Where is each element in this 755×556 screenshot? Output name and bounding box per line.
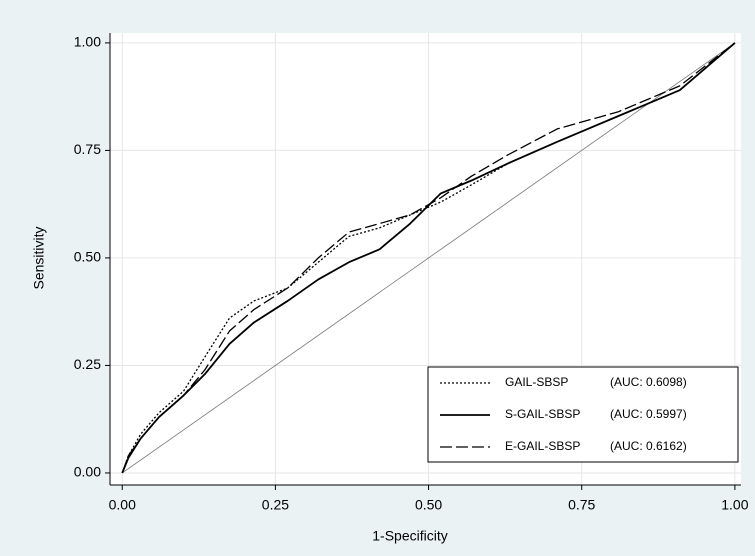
y-tick-label: 0.00 (74, 464, 101, 480)
x-tick-label: 0.50 (415, 497, 442, 513)
legend-auc: (AUC: 0.5997) (610, 407, 687, 421)
y-tick-label: 0.25 (74, 356, 101, 372)
y-tick-label: 1.00 (74, 34, 101, 50)
x-tick-label: 1.00 (721, 497, 748, 513)
y-tick-label: 0.75 (74, 141, 101, 157)
x-axis-label: 1-Specificity (372, 528, 447, 544)
x-tick-label: 0.00 (109, 497, 136, 513)
legend-label: E-GAIL-SBSP (505, 439, 580, 453)
y-axis-label: Sensitivity (31, 226, 47, 289)
axes: 0.00 0.25 0.50 0.75 1.00 0.00 0.25 0.50 0.75 1.00 (74, 33, 749, 513)
lines (121, 42, 736, 474)
x-tick-label: 0.75 (568, 497, 595, 513)
reference-line (122, 42, 736, 474)
y-tick-label: 0.50 (74, 249, 101, 265)
legend-auc: (AUC: 0.6162) (610, 439, 687, 453)
legend-auc: (AUC: 0.6098) (610, 375, 687, 389)
legend-label: S-GAIL-SBSP (505, 407, 580, 421)
legend: GAIL-SBSP (AUC: 0.6098) S-GAIL-SBSP (AUC: 0… (427, 366, 739, 463)
legend-label: GAIL-SBSP (505, 375, 568, 389)
series-line (121, 42, 736, 474)
x-tick-label: 0.25 (262, 497, 289, 513)
